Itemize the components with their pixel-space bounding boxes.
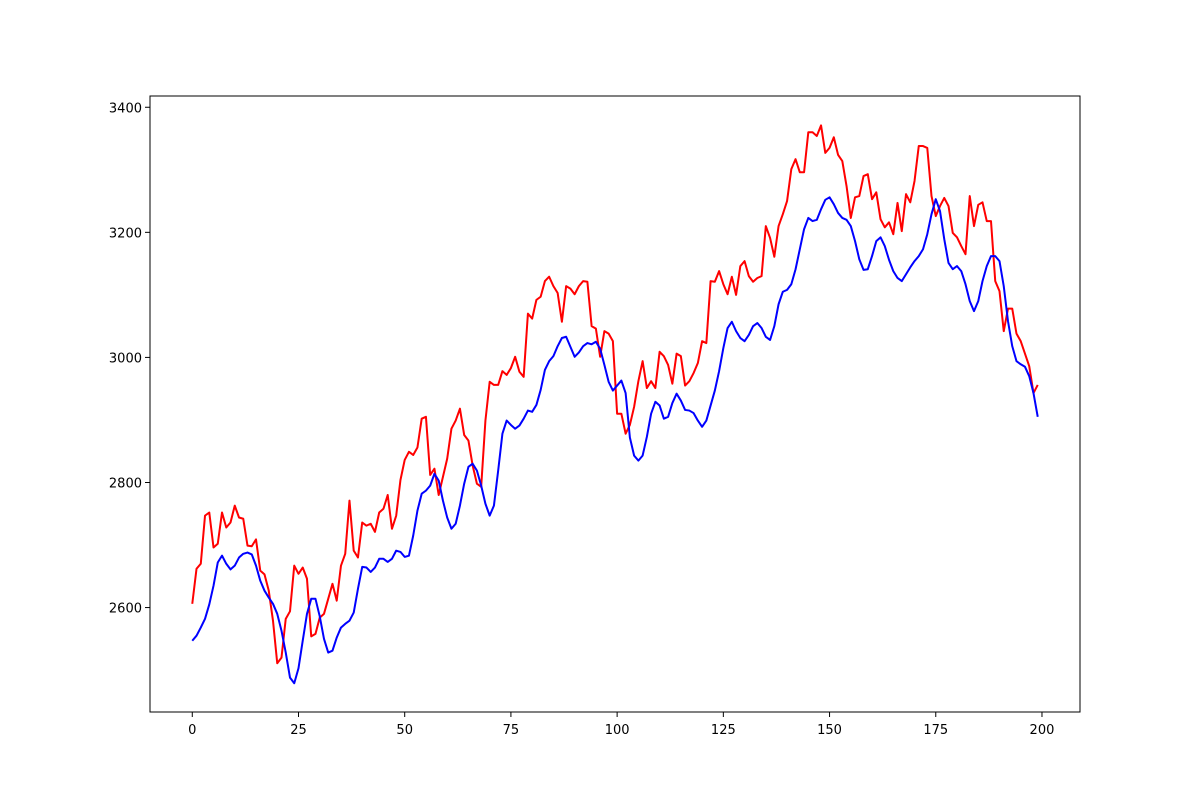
y-tick-label: 3200	[109, 226, 142, 241]
x-tick-label: 150	[817, 723, 842, 738]
x-tick-label: 200	[1030, 723, 1055, 738]
data-line	[191, 124, 1039, 665]
x-tick-label: 25	[290, 723, 307, 738]
y-tick-label: 3400	[109, 101, 142, 116]
data-line	[191, 196, 1039, 685]
y-tick-label: 3000	[109, 351, 142, 366]
y-tick-label: 2600	[109, 602, 142, 617]
x-tick-label: 175	[923, 723, 948, 738]
x-tick-label: 75	[503, 723, 520, 738]
x-tick-label: 100	[605, 723, 630, 738]
x-tick-label: 0	[188, 723, 196, 738]
x-tick-label: 50	[396, 723, 413, 738]
x-tick-label: 125	[711, 723, 736, 738]
y-tick-label: 2800	[109, 476, 142, 491]
plot-frame	[149, 95, 1081, 713]
